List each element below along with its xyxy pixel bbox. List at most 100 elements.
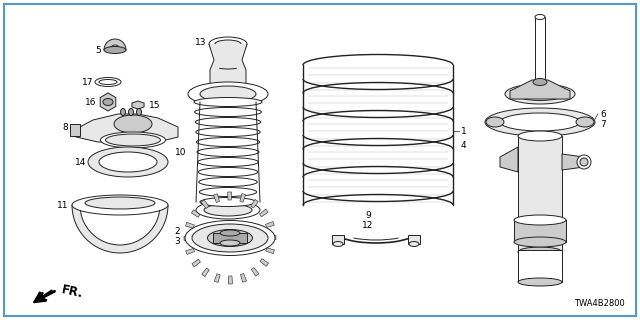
Wedge shape: [202, 268, 209, 276]
Ellipse shape: [199, 178, 257, 187]
Ellipse shape: [207, 229, 253, 246]
Text: 16: 16: [84, 98, 96, 107]
Ellipse shape: [99, 152, 157, 172]
Ellipse shape: [88, 147, 168, 177]
Text: 15: 15: [149, 100, 161, 109]
Ellipse shape: [220, 230, 240, 236]
Ellipse shape: [196, 201, 260, 219]
Ellipse shape: [580, 158, 588, 166]
Polygon shape: [510, 80, 570, 99]
Text: 12: 12: [362, 220, 374, 229]
Ellipse shape: [500, 113, 580, 131]
Ellipse shape: [136, 108, 141, 116]
Text: 4: 4: [461, 140, 467, 149]
Ellipse shape: [95, 77, 121, 86]
Wedge shape: [228, 192, 232, 200]
Ellipse shape: [185, 220, 275, 255]
Bar: [518, 250, 562, 282]
Text: 7: 7: [600, 119, 605, 129]
Ellipse shape: [333, 242, 343, 246]
Polygon shape: [562, 154, 584, 170]
Ellipse shape: [99, 79, 117, 84]
Wedge shape: [186, 248, 195, 254]
Ellipse shape: [195, 108, 261, 116]
Text: 2: 2: [174, 227, 180, 236]
Ellipse shape: [209, 37, 247, 51]
Bar: [213, 233, 247, 243]
Ellipse shape: [200, 197, 256, 206]
Ellipse shape: [198, 157, 259, 166]
Ellipse shape: [103, 99, 113, 106]
Text: FR.: FR.: [60, 283, 84, 301]
Wedge shape: [191, 210, 200, 217]
Bar: [332, 235, 344, 244]
Wedge shape: [228, 276, 232, 284]
Wedge shape: [252, 268, 259, 276]
Wedge shape: [72, 205, 168, 253]
Ellipse shape: [204, 204, 252, 216]
Ellipse shape: [576, 117, 594, 127]
Wedge shape: [241, 274, 246, 282]
Wedge shape: [260, 259, 269, 266]
Text: 6: 6: [600, 109, 605, 118]
Polygon shape: [209, 44, 247, 92]
Ellipse shape: [198, 167, 258, 177]
Ellipse shape: [194, 98, 262, 107]
Ellipse shape: [505, 84, 575, 104]
Ellipse shape: [518, 247, 562, 257]
Wedge shape: [192, 259, 200, 267]
Ellipse shape: [129, 108, 134, 116]
Ellipse shape: [514, 237, 566, 247]
Wedge shape: [104, 39, 126, 50]
Ellipse shape: [533, 78, 547, 85]
Wedge shape: [214, 194, 220, 203]
Ellipse shape: [100, 132, 166, 148]
Wedge shape: [186, 222, 195, 228]
Text: 13: 13: [195, 37, 206, 46]
Polygon shape: [76, 114, 178, 142]
Wedge shape: [201, 200, 209, 208]
Ellipse shape: [114, 115, 152, 133]
Ellipse shape: [196, 138, 260, 147]
Polygon shape: [500, 147, 518, 172]
Text: 10: 10: [175, 148, 186, 156]
Text: 11: 11: [56, 201, 68, 210]
Ellipse shape: [514, 215, 566, 225]
Text: TWA4B2800: TWA4B2800: [574, 299, 625, 308]
Bar: [535, 17, 545, 92]
Ellipse shape: [220, 240, 240, 246]
Ellipse shape: [210, 87, 246, 97]
Ellipse shape: [200, 188, 257, 196]
Bar: [514, 220, 566, 242]
Ellipse shape: [485, 108, 595, 136]
Ellipse shape: [188, 82, 268, 106]
Ellipse shape: [518, 278, 562, 286]
Ellipse shape: [120, 108, 125, 116]
Ellipse shape: [215, 89, 241, 95]
Ellipse shape: [577, 155, 591, 169]
Wedge shape: [266, 248, 275, 254]
Text: 5: 5: [95, 45, 101, 54]
Ellipse shape: [215, 40, 241, 48]
Ellipse shape: [197, 148, 259, 156]
Text: 14: 14: [75, 157, 86, 166]
Ellipse shape: [85, 197, 155, 209]
Ellipse shape: [104, 46, 126, 53]
Ellipse shape: [515, 87, 565, 100]
Text: 9: 9: [365, 212, 371, 220]
Bar: [408, 235, 420, 244]
Text: 17: 17: [81, 77, 93, 86]
Ellipse shape: [192, 224, 268, 252]
Ellipse shape: [200, 86, 256, 102]
Ellipse shape: [518, 131, 562, 141]
Ellipse shape: [195, 117, 261, 126]
Ellipse shape: [535, 14, 545, 20]
Bar: [70, 124, 80, 136]
Wedge shape: [240, 194, 246, 202]
Text: 1: 1: [461, 126, 467, 135]
Wedge shape: [266, 221, 274, 228]
Wedge shape: [184, 236, 192, 240]
Wedge shape: [268, 236, 276, 240]
Ellipse shape: [409, 242, 419, 246]
Bar: [518, 136, 562, 252]
